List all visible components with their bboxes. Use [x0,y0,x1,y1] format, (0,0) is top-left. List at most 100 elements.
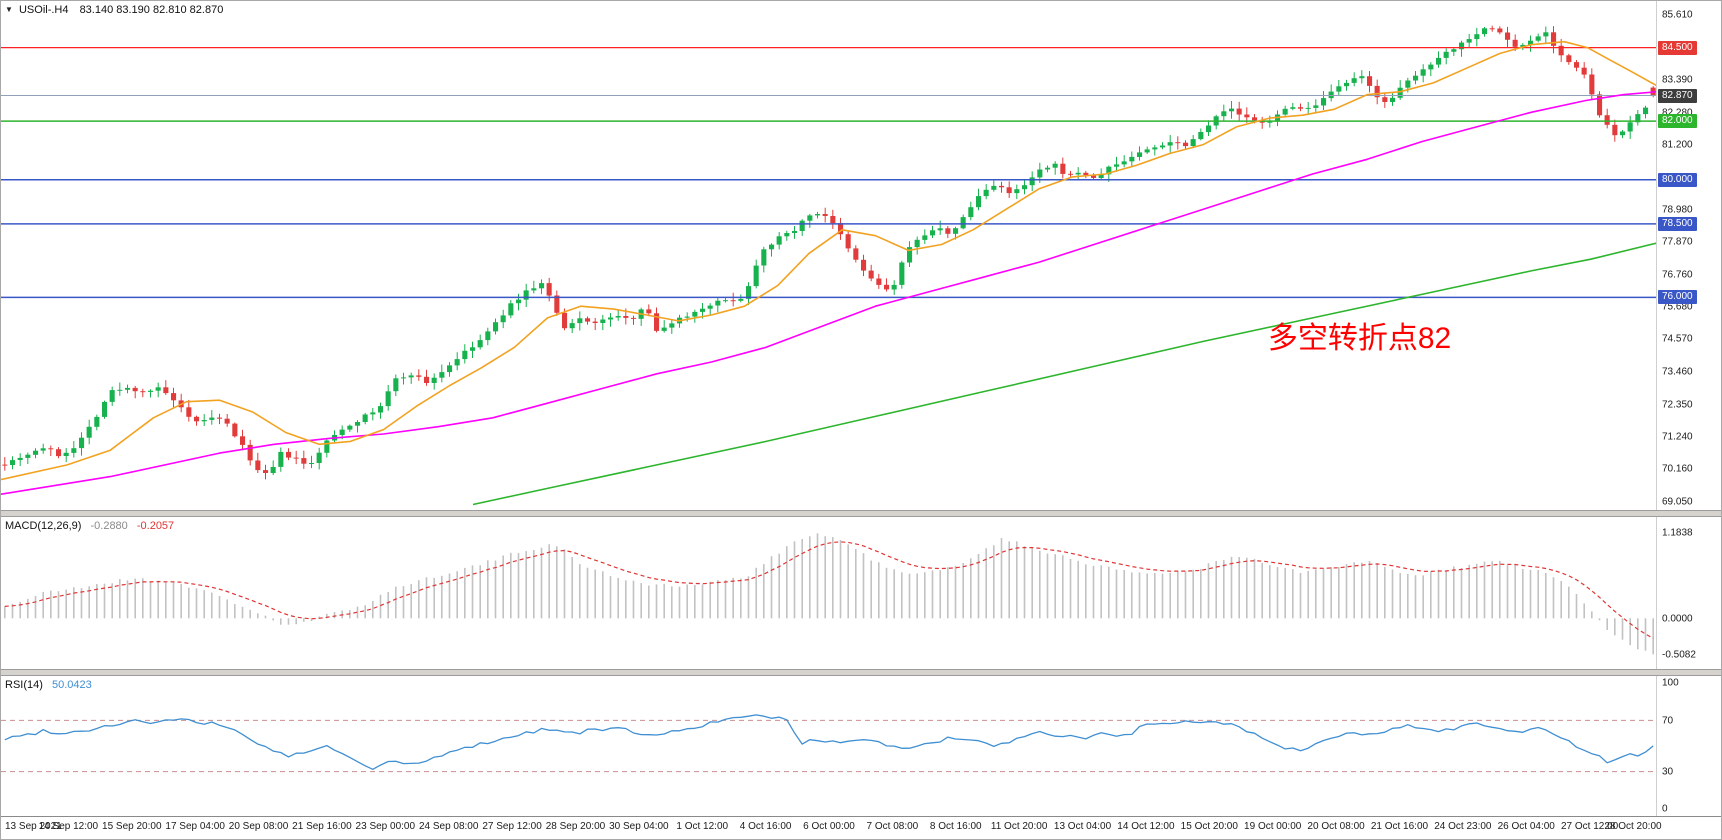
candle-body [470,347,476,351]
candle-body [830,216,836,224]
candle-body [1091,175,1097,178]
candle-body [286,451,292,458]
candle-body [194,416,200,422]
candle-body [707,305,713,309]
candle-body [1221,111,1227,117]
time-axis[interactable]: 13 Sep 2021 14 Sep 12:00 15 Sep 20:00 17 Se… [1,816,1721,839]
panel-separator[interactable] [1,669,1721,677]
candle-body [1413,75,1419,81]
price-tick-label: 83.390 [1662,74,1693,86]
candle-body [1144,149,1150,153]
candle-body [324,440,330,453]
candle-body [838,223,844,235]
candle-body [293,457,299,459]
time-tick-label: 13 Oct 04:00 [1053,821,1112,833]
candle-body [1129,156,1135,162]
candle-body [1589,74,1595,95]
candle-body [2,464,8,466]
price-line-badge: 80.000 [1658,172,1697,187]
price-tick-label: 81.200 [1662,139,1693,151]
candle-body [209,417,215,420]
time-tick-label: 21 Sep 16:00 [292,821,352,833]
price-chart-panel[interactable]: ▼ USOil-.H4 83.140 83.190 82.810 82.870 … [1,1,1721,511]
candle-body [155,387,161,391]
candle-body [1390,97,1396,102]
candles-layer [2,25,1656,480]
time-tick-label: 26 Oct 04:00 [1497,821,1555,833]
candle-body [278,451,284,467]
candle-body [347,425,353,430]
candle-body [922,235,928,240]
candle-body [1183,142,1189,147]
candle-body [1512,39,1518,47]
candle-body [316,452,322,463]
candle-body [569,323,575,329]
price-axis[interactable]: 85.610 83.390 82.280 81.200 78.980 77.870 76.7… [1656,1,1721,511]
macd-tick-label: -0.5082 [1662,649,1696,661]
candlestick-chart[interactable] [1,1,1657,510]
time-tick-label: 24 Oct 23:00 [1434,821,1492,833]
candle-body [385,391,391,407]
candle-body [1336,86,1342,92]
candle-body [861,259,867,271]
time-tick-label: 14 Sep 12:00 [38,821,99,833]
time-tick-label: 14 Oct 12:00 [1117,821,1175,833]
time-tick-label: 23 Sep 00:00 [355,821,416,833]
macd-chart[interactable] [1,517,1657,669]
candle-body [309,463,315,464]
candle-body [431,377,437,383]
candle-body [546,283,552,296]
candle-body [1351,78,1357,83]
candle-body [201,420,207,422]
time-tick-label: 27 Sep 12:00 [482,821,542,833]
price-tick-label: 72.350 [1662,399,1693,411]
candle-body [1528,40,1534,45]
candle-body [930,230,936,236]
macd-tick-label: 1.1838 [1662,527,1693,539]
candle-body [1206,125,1212,133]
rsi-axis[interactable]: 100 70 30 0 [1656,676,1721,817]
panel-separator[interactable] [1,510,1721,518]
time-tick-label: 4 Oct 16:00 [739,821,792,833]
rsi-chart[interactable] [1,676,1657,816]
candle-body [807,215,813,221]
candle-body [1006,187,1012,194]
candle-body [1305,107,1311,109]
candle-body [416,375,422,377]
candle-body [539,283,545,289]
candle-body [746,286,752,299]
candle-body [1627,122,1633,132]
candle-body [447,365,453,373]
symbol-ohlc-label: ▼ USOil-.H4 83.140 83.190 82.810 82.870 [5,4,223,16]
macd-axis[interactable]: 1.1838 0.0000 -0.5082 [1656,517,1721,670]
candle-body [1551,32,1557,46]
candle-body [370,412,376,415]
price-tick-label: 78.980 [1662,204,1693,216]
candle-body [1535,36,1541,41]
candle-body [761,249,767,266]
candle-body [845,234,851,249]
rsi-line [4,714,1654,771]
candle-body [102,401,108,417]
candle-body [17,457,23,460]
candle-body [94,416,100,427]
price-tick-label: 77.870 [1662,236,1693,248]
macd-panel[interactable]: MACD(12,26,9) -0.2880 -0.2057 1.1838 0.00… [1,517,1721,670]
rsi-panel[interactable]: RSI(14) 50.0423 100 70 30 0 [1,676,1721,817]
candle-body [117,389,123,391]
candle-body [692,311,698,317]
candle-body [508,303,514,316]
candle-body [769,244,775,250]
candle-body [125,387,131,390]
candle-body [592,321,598,323]
candle-body [454,359,460,366]
candle-body [1052,163,1058,168]
candle-body [1037,169,1043,178]
candle-body [723,300,729,302]
candle-body [1459,42,1465,50]
macd-main-value: -0.2880 [90,520,128,533]
candle-body [1328,91,1334,99]
candle-body [25,454,31,458]
candle-body [355,422,361,426]
candle-body [1359,76,1365,79]
